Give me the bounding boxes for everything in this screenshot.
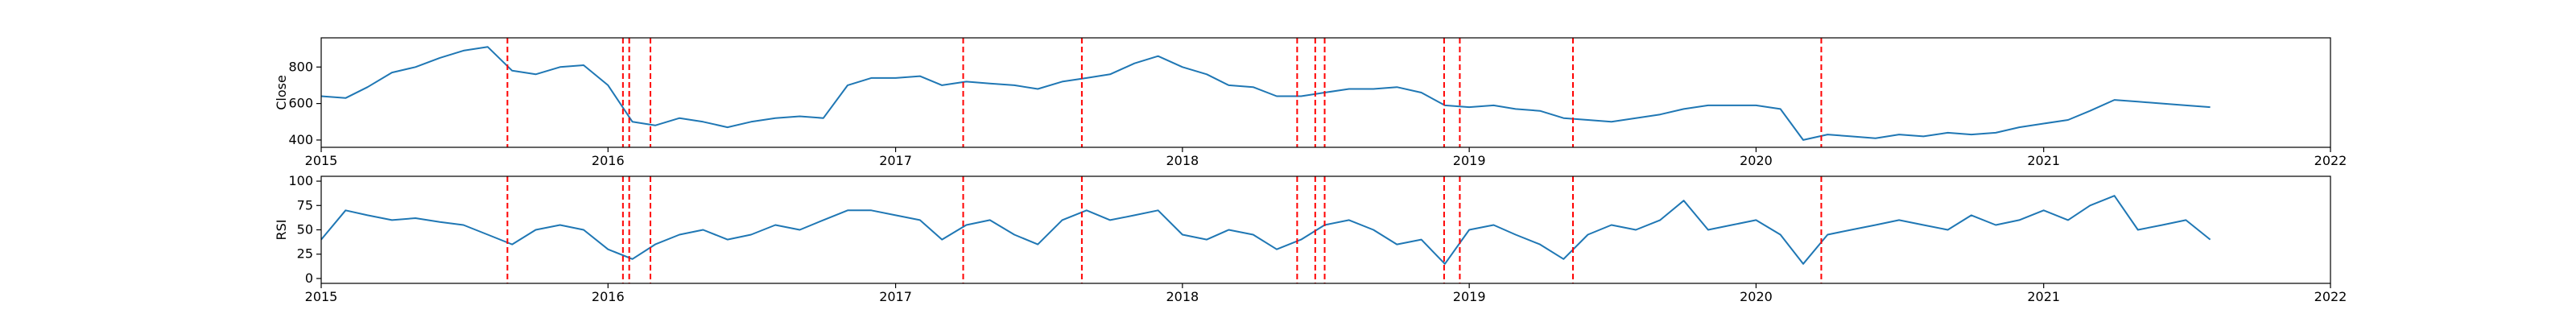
close-axes-frame [320, 37, 2331, 148]
close-y-ticks: 400 600 800 [288, 59, 321, 147]
close-y-tick-label: 800 [288, 59, 313, 74]
rsi-y-tick-label: 0 [305, 270, 313, 286]
rsi-x-tick-label: 2017 [879, 289, 912, 304]
rsi-series-layer [320, 195, 2211, 265]
rsi-event-lines [506, 176, 1823, 283]
close-x-tick-label: 2019 [1453, 153, 1486, 168]
close-x-tick-label: 2016 [592, 153, 625, 168]
close-y-tick-label: 600 [288, 96, 313, 111]
rsi-x-ticks: 2015 2016 2017 2018 2019 2020 2021 2022 [305, 283, 2347, 304]
rsi-y-axis-label: RSI [274, 220, 289, 241]
rsi-x-tick-label: 2020 [1740, 289, 1773, 304]
rsi-y-ticks: 0 25 50 75 100 [288, 173, 321, 286]
close-x-tick-label: 2018 [1166, 153, 1199, 168]
rsi-x-tick-label: 2019 [1453, 289, 1486, 304]
rsi-x-tick-label: 2018 [1166, 289, 1199, 304]
close-x-ticks: 2015 2016 2017 2018 2019 2020 2021 2022 [305, 147, 2347, 168]
close-x-tick-label: 2021 [2027, 153, 2060, 168]
rsi-y-tick-label: 25 [297, 246, 313, 262]
close-x-tick-label: 2015 [305, 153, 338, 168]
close-series-line [320, 46, 2211, 141]
rsi-y-tick-label: 75 [297, 197, 313, 213]
close-y-axis-label: Close [274, 75, 289, 110]
rsi-x-tick-label: 2021 [2027, 289, 2060, 304]
rsi-x-tick-label: 2015 [305, 289, 338, 304]
close-y-tick-label: 400 [288, 132, 313, 147]
close-x-tick-label: 2017 [879, 153, 912, 168]
rsi-series-line [320, 195, 2211, 265]
close-x-tick-label: 2020 [1740, 153, 1773, 168]
close-x-tick-label: 2022 [2314, 153, 2347, 168]
close-event-lines [506, 38, 1823, 147]
close-series-layer [320, 46, 2211, 141]
rsi-x-tick-label: 2016 [592, 289, 625, 304]
rsi-y-tick-label: 100 [288, 173, 313, 188]
rsi-y-tick-label: 50 [297, 222, 313, 237]
rsi-x-tick-label: 2022 [2314, 289, 2347, 304]
